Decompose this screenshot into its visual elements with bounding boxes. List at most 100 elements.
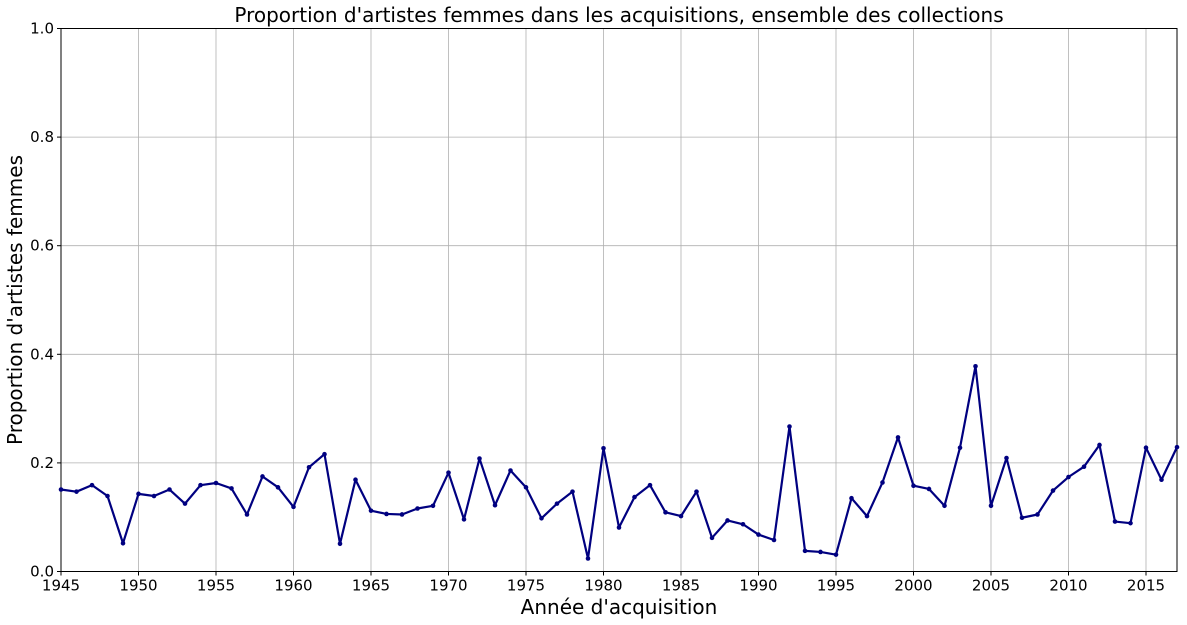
x-tick-label: 1950 xyxy=(119,577,157,595)
y-tick-label: 0.8 xyxy=(30,128,54,146)
data-point xyxy=(229,486,234,491)
y-axis-title: Proportion d'artistes femmes xyxy=(3,155,27,445)
y-tick-label: 0.2 xyxy=(30,454,54,472)
data-point xyxy=(802,548,808,554)
data-point xyxy=(678,513,684,519)
x-tick-label: 2000 xyxy=(894,577,932,595)
x-tick-label: 1945 xyxy=(42,577,80,595)
data-point xyxy=(1097,442,1102,448)
x-tick-label: 1970 xyxy=(429,577,467,595)
data-point xyxy=(399,512,405,517)
data-point xyxy=(306,464,312,470)
x-tick-label: 1980 xyxy=(584,577,622,595)
data-point xyxy=(1019,515,1025,521)
x-tick-label: 1975 xyxy=(507,577,545,595)
x-tick-label: 1955 xyxy=(197,577,235,595)
data-point xyxy=(1112,519,1118,524)
data-point xyxy=(585,556,591,561)
data-point xyxy=(213,480,219,486)
data-point xyxy=(1066,474,1071,480)
data-point xyxy=(244,512,250,517)
x-tick-label: 2005 xyxy=(972,577,1010,595)
data-point xyxy=(198,482,203,488)
data-point xyxy=(694,489,699,494)
x-tick-label: 2010 xyxy=(1049,577,1087,595)
data-point xyxy=(1081,464,1087,470)
data-point xyxy=(477,456,482,461)
data-point xyxy=(957,445,963,450)
data-point xyxy=(632,494,637,500)
data-point xyxy=(1004,455,1009,461)
y-tick-label: 1.0 xyxy=(30,20,54,38)
data-point xyxy=(725,518,730,523)
data-point xyxy=(136,491,141,497)
data-point xyxy=(74,489,79,494)
data-point xyxy=(756,532,761,537)
x-tick-label: 1995 xyxy=(817,577,855,595)
data-point xyxy=(384,511,389,517)
x-tick-label: 1985 xyxy=(662,577,700,595)
data-point xyxy=(291,504,296,510)
data-point xyxy=(120,540,126,546)
y-tick-label: 0.0 xyxy=(30,563,54,581)
data-point xyxy=(508,468,513,473)
data-point xyxy=(275,485,281,490)
data-point xyxy=(833,552,839,557)
data-point xyxy=(880,480,885,485)
data-point xyxy=(818,549,823,555)
data-point xyxy=(461,517,467,522)
data-point xyxy=(523,485,529,490)
data-point xyxy=(446,470,451,475)
data-point xyxy=(554,501,560,506)
data-point xyxy=(616,525,622,530)
plot-area-frame xyxy=(60,28,1178,572)
data-point xyxy=(539,515,544,521)
data-point xyxy=(492,502,498,508)
grid xyxy=(60,28,1177,572)
data-point xyxy=(911,483,916,489)
data-point xyxy=(415,506,420,511)
y-axis-ticks: 0.0 0.2 0.4 0.6 0.8 1.0 xyxy=(30,20,61,581)
data-point xyxy=(430,503,436,509)
x-axis-title: Année d'acquisition xyxy=(521,595,718,619)
data-point xyxy=(709,535,715,541)
data-point xyxy=(973,363,978,369)
data-point xyxy=(1035,512,1040,517)
x-tick-label: 1960 xyxy=(274,577,312,595)
data-point xyxy=(151,493,157,499)
x-tick-label: 1965 xyxy=(352,577,390,595)
data-point xyxy=(895,435,901,440)
x-axis-ticks: 1945 1950 1955 1960 1965 1970 1975 1980 1985 1990… xyxy=(42,571,1165,595)
data-point xyxy=(182,501,188,506)
data-point xyxy=(1174,444,1180,450)
data-point xyxy=(570,489,575,494)
data-point xyxy=(926,486,932,492)
data-point xyxy=(942,503,947,509)
data-series xyxy=(58,363,1180,561)
data-point xyxy=(322,451,327,457)
data-point xyxy=(1159,477,1164,483)
y-tick-label: 0.4 xyxy=(30,345,54,363)
data-point xyxy=(787,424,792,429)
data-point xyxy=(740,521,746,527)
data-point xyxy=(337,541,343,547)
data-point xyxy=(647,482,653,488)
data-point xyxy=(601,445,606,451)
data-point xyxy=(105,493,110,499)
data-point xyxy=(353,477,358,483)
data-point xyxy=(260,474,265,479)
data-point xyxy=(1050,488,1056,493)
chart-title: Proportion d'artistes femmes dans les ac… xyxy=(234,3,1003,27)
data-point xyxy=(167,487,172,492)
x-tick-label: 1990 xyxy=(739,577,777,595)
data-point xyxy=(864,513,870,519)
data-point xyxy=(771,537,777,543)
data-point xyxy=(988,503,994,509)
data-point xyxy=(89,482,95,488)
data-point xyxy=(1143,445,1149,450)
data-point xyxy=(849,495,854,501)
data-point xyxy=(368,508,374,513)
data-point xyxy=(1128,520,1133,526)
x-tick-label: 2015 xyxy=(1127,577,1165,595)
